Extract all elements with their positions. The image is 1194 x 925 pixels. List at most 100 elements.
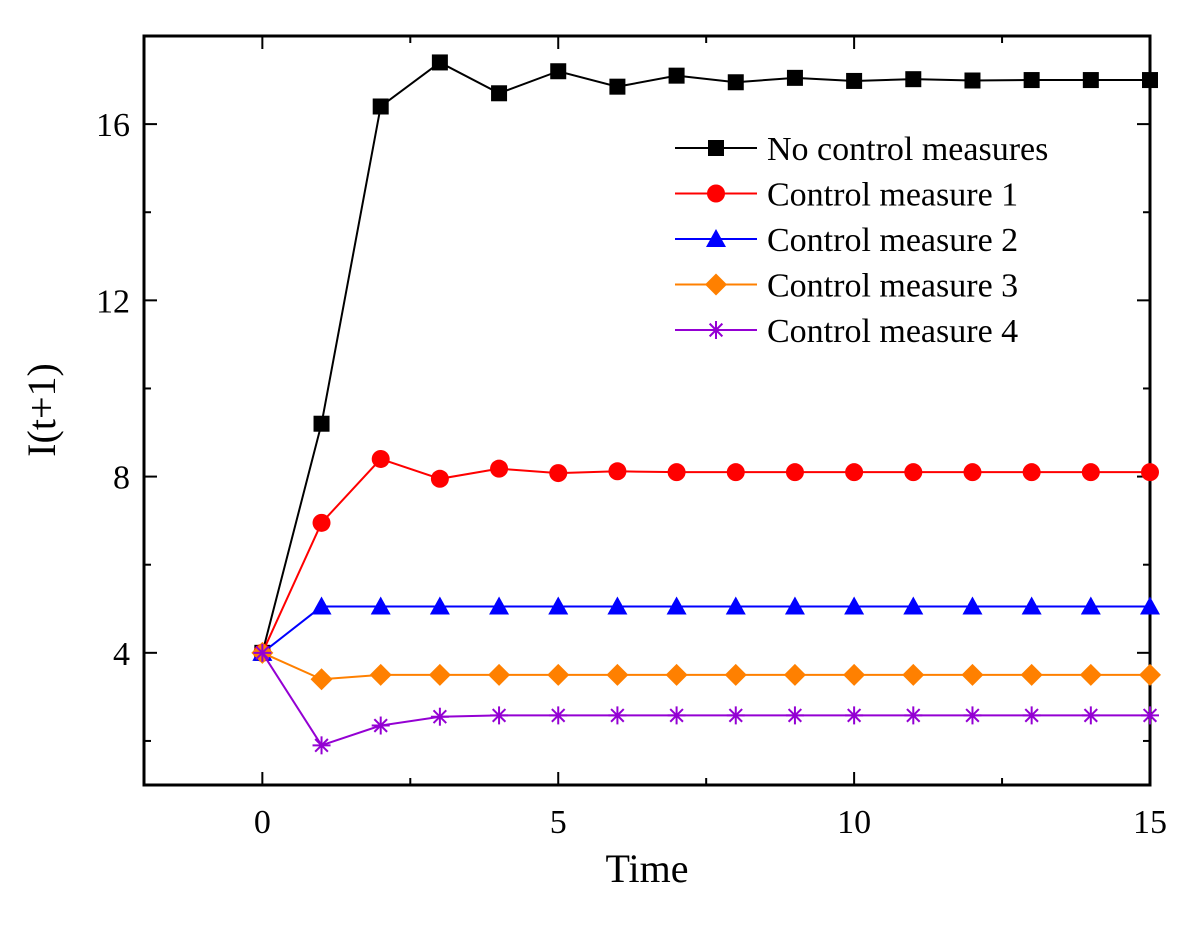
data-point [1022,463,1041,482]
star-stroke [1083,708,1098,723]
y-tick-label: 8 [113,460,130,497]
data-point [313,415,330,432]
data-point [371,716,390,735]
data-point [1082,72,1099,89]
legend-label: Control measure 3 [767,268,1018,305]
data-point [547,663,570,686]
data-point [668,67,685,84]
data-point [1022,706,1041,725]
data-point [607,596,628,615]
star-stroke [1142,708,1158,723]
legend-label: Control measure 1 [767,177,1018,214]
legend-item-5: Control measure 4 [675,313,1018,350]
data-point [725,596,746,615]
star-stroke [965,708,980,723]
data-point [609,78,626,95]
data-point [726,463,745,482]
data-point [784,596,805,615]
data-point [491,85,508,102]
series-4 [251,641,1161,691]
star-stroke [708,322,724,338]
data-point [665,663,688,686]
legend-item-3: Control measure 2 [675,222,1018,259]
data-point [961,663,984,686]
x-tick-label: 0 [254,804,271,841]
x-tick-label: 15 [1133,804,1167,841]
data-point [489,596,510,615]
data-point [312,736,331,755]
data-point [310,668,333,691]
data-point [726,706,745,725]
y-tick-label: 4 [113,636,130,673]
star-stroke [255,645,270,660]
data-point [608,706,627,725]
legend-item-1: No control measures [675,131,1048,168]
data-point [253,643,272,662]
series-3 [252,596,1160,661]
star-stroke [728,708,743,723]
data-point [964,72,981,89]
star-stroke [432,709,447,724]
data-point [785,706,804,725]
data-point [846,72,863,89]
series-line [261,652,1150,747]
data-point [1141,463,1159,482]
series-line [261,61,1150,654]
series-1 [254,54,1158,661]
x-axis-title: Time [605,846,688,891]
data-point [549,464,568,483]
data-point [371,449,390,468]
data-point [369,663,392,686]
data-point [667,463,686,482]
plot-frame [142,34,1152,787]
data-point [1141,706,1159,725]
data-point [963,706,982,725]
legend-item-4: Control measure 3 [675,268,1018,305]
legend-marker [705,273,727,296]
data-point [370,596,391,615]
data-point [1142,72,1158,89]
data-point [428,663,451,686]
series-line [261,457,1150,654]
data-point [904,706,923,725]
star-stroke [373,718,388,733]
data-point [490,459,509,478]
data-point [667,706,686,725]
legend-label: Control measure 4 [767,313,1018,350]
data-point [845,463,864,482]
data-point [902,663,925,686]
legend-item-2: Control measure 1 [675,177,1018,214]
star-stroke [847,708,862,723]
data-point [490,706,509,725]
y-tick-label: 12 [96,283,130,320]
legend-marker [707,184,725,203]
data-point [904,463,923,482]
data-point [1139,663,1161,686]
data-point [963,463,982,482]
data-point [488,663,511,686]
legend-marker [708,140,724,156]
star-stroke [787,708,803,723]
data-point [1140,596,1160,615]
data-point [1021,596,1042,615]
data-point [1080,596,1101,615]
data-point [724,663,747,686]
series-2 [253,449,1159,662]
star-stroke [491,708,507,723]
data-point [843,663,866,686]
data-point [608,462,627,481]
data-point [312,513,331,532]
data-point [1081,463,1100,482]
data-point [666,596,687,615]
data-point [1081,706,1100,725]
data-point [431,54,448,71]
x-tick-label: 10 [837,804,871,841]
data-point [606,663,629,686]
series-line [261,651,1150,681]
data-point [786,69,803,86]
data-point [430,469,449,488]
data-point [430,707,449,726]
legend-label: Control measure 2 [767,222,1018,259]
star-stroke [551,708,566,723]
